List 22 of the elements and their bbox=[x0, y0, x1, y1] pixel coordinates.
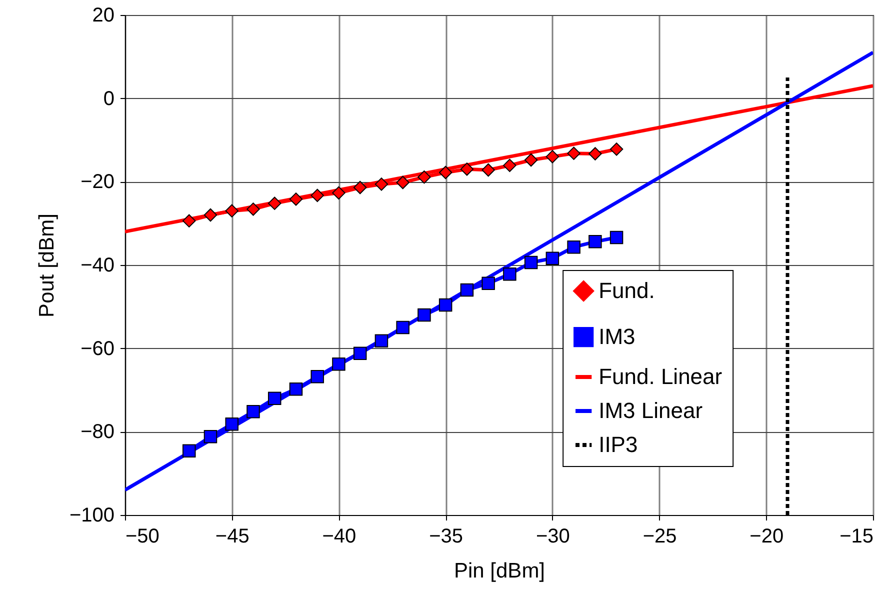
x-tick-label: −20 bbox=[750, 526, 784, 548]
legend-label: IIP3 bbox=[598, 432, 638, 457]
y-tick-label: −60 bbox=[80, 338, 114, 360]
x-tick-label: −35 bbox=[429, 526, 464, 548]
y-tick-label: −100 bbox=[69, 504, 114, 526]
legend-label: Fund. bbox=[598, 278, 655, 303]
y-axis-title: Pout [dBm] bbox=[35, 214, 58, 318]
x-tick-label: −25 bbox=[642, 526, 677, 548]
legend-label: IM3 Linear bbox=[598, 398, 703, 423]
x-tick-label: −45 bbox=[215, 526, 250, 548]
y-tick-label: −20 bbox=[80, 171, 114, 194]
y-tick-label: −80 bbox=[80, 421, 114, 444]
legend-label: IM3 bbox=[598, 324, 636, 349]
y-tick-label: 0 bbox=[103, 88, 114, 110]
legend-label: Fund. Linear bbox=[598, 364, 722, 389]
x-axis-title: Pin [dBm] bbox=[454, 560, 546, 582]
x-tick-label: −40 bbox=[322, 526, 356, 548]
x-tick-label: −30 bbox=[536, 526, 570, 548]
x-tick-label: −15 bbox=[840, 526, 874, 548]
y-tick-label: 20 bbox=[92, 4, 114, 26]
y-tick-label: −40 bbox=[80, 254, 114, 276]
x-tick-label: −50 bbox=[126, 526, 160, 548]
